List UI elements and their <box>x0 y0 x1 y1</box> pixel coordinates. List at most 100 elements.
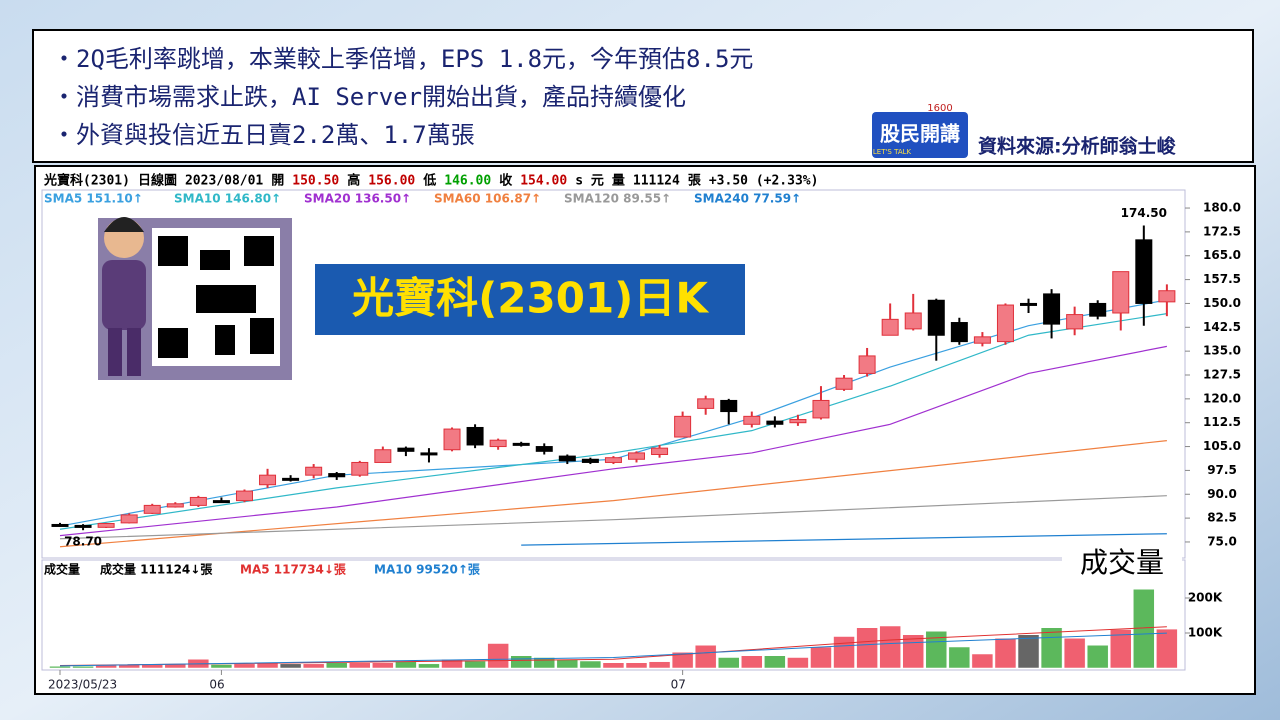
candle-body <box>628 452 645 460</box>
annotation: 174.50 <box>1121 206 1167 220</box>
volume-bar <box>556 659 579 669</box>
candle-body <box>950 322 968 343</box>
logo <box>872 112 968 158</box>
y-tick-label: 75.0 <box>1207 534 1237 548</box>
candle-body <box>858 355 876 374</box>
candle-body <box>674 415 692 438</box>
ma-line <box>59 345 1167 537</box>
candle-body <box>535 446 553 452</box>
y-tick-label: 97.5 <box>1207 463 1237 477</box>
volume-bar <box>764 655 786 669</box>
candle-body <box>558 455 576 462</box>
quote-item: 150.50 <box>292 174 339 189</box>
quote-item: 張 <box>688 174 702 189</box>
volume-bar <box>279 663 302 669</box>
volume-bar <box>49 666 71 669</box>
candle-body <box>973 336 991 344</box>
qr-pattern <box>158 236 274 358</box>
candle-body <box>1043 293 1061 325</box>
volume-bar <box>302 663 325 669</box>
title-box <box>315 264 745 335</box>
volume-bar <box>372 662 394 669</box>
volume-bar <box>602 662 625 669</box>
candle-body <box>766 420 784 425</box>
y-tick-label: 142.5 <box>1203 320 1241 334</box>
volume-legend-item: MA10 99520↑張 <box>374 563 481 577</box>
logo-title: 股民開講 <box>880 122 960 146</box>
candle-body <box>581 458 599 463</box>
headline: ・外資與投信近五日賣2.2萬、1.7萬張 <box>52 121 475 149</box>
volume-bar <box>441 659 463 669</box>
volume-bar <box>510 655 532 669</box>
volume-bar <box>948 646 971 669</box>
plot: 75.0 82.5 90.0 97.5 105.0 112.5 120.0 127.5 135.… <box>48 201 1241 692</box>
presenter <box>102 217 146 376</box>
ma-legend-item: SMA120 89.55↑ <box>564 192 671 206</box>
candle-body <box>1135 239 1153 304</box>
candle-body <box>651 447 669 456</box>
candle-body <box>282 477 300 481</box>
logo-tag: LET'S TALK <box>873 148 912 156</box>
candle-body <box>927 299 945 336</box>
volume-tick-label: 100K <box>1188 626 1223 640</box>
ma-legend-item: SMA20 136.50↑ <box>304 192 411 206</box>
candle-body <box>189 496 207 506</box>
candle-body <box>789 419 807 424</box>
candle-body <box>235 490 253 502</box>
quote-item: 收 <box>499 173 513 189</box>
y-tick-label: 165.0 <box>1203 248 1241 262</box>
volume-bar <box>1086 645 1109 669</box>
candle-body <box>443 428 461 451</box>
candle-body <box>328 473 346 478</box>
candle-body <box>97 523 115 528</box>
candle-body <box>351 461 369 476</box>
candle-body <box>1020 302 1038 306</box>
source: 資料來源:分析師翁士峻 <box>978 135 1176 158</box>
volume-bar <box>533 657 556 669</box>
ma-line <box>59 632 1167 667</box>
volume-bar <box>233 663 256 669</box>
volume-bar <box>487 643 509 669</box>
volume-bar <box>625 662 648 669</box>
ma-line <box>521 533 1167 546</box>
y-tick-label: 90.0 <box>1207 487 1237 501</box>
ma-legend-item: SMA60 106.87↑ <box>434 192 541 206</box>
ma-legend: SMA5 151.10↑ SMA10 146.80↑ SMA20 136.50↑ SM… <box>44 192 801 206</box>
candle-body <box>835 377 853 390</box>
candle-body <box>397 447 415 452</box>
candle-body <box>1089 302 1107 317</box>
volume-bar <box>671 652 694 669</box>
candle-body <box>51 523 69 527</box>
volume-bar <box>395 661 417 669</box>
volume-tick-label: 200K <box>1188 591 1223 605</box>
quote-item: 開 <box>271 174 284 189</box>
candle-body <box>1112 271 1130 314</box>
volume-bar <box>464 660 486 669</box>
candle-body <box>720 399 738 413</box>
volume-bar <box>72 666 94 669</box>
volume-bar <box>717 657 740 669</box>
ma-line <box>59 440 1167 548</box>
y-tick-label: 120.0 <box>1203 391 1241 405</box>
volume-bar <box>879 625 901 669</box>
volume-bar <box>648 661 671 669</box>
candle-body <box>1066 314 1084 330</box>
volume-bar <box>925 631 948 669</box>
quote-item: s 元 <box>575 174 604 189</box>
volume-bar <box>579 660 602 669</box>
volume-bar <box>418 663 440 669</box>
quote-item: 2023/08/01 <box>185 174 263 189</box>
volume-panel <box>41 559 1186 671</box>
volume-label-box <box>1062 545 1182 581</box>
volume-bar <box>1040 627 1063 669</box>
volume-bar <box>210 664 233 669</box>
candle-body <box>743 415 761 425</box>
y-tick-label: 112.5 <box>1203 415 1241 429</box>
y-tick-label: 157.5 <box>1203 272 1241 286</box>
x-tick-label: 07 <box>671 678 686 692</box>
ma-legend-item: SMA10 146.80↑ <box>174 192 281 206</box>
quote-item: +3.50 (+2.33%) <box>709 174 819 189</box>
volume-label: 成交量 <box>1080 546 1164 579</box>
candle-body <box>212 500 230 504</box>
